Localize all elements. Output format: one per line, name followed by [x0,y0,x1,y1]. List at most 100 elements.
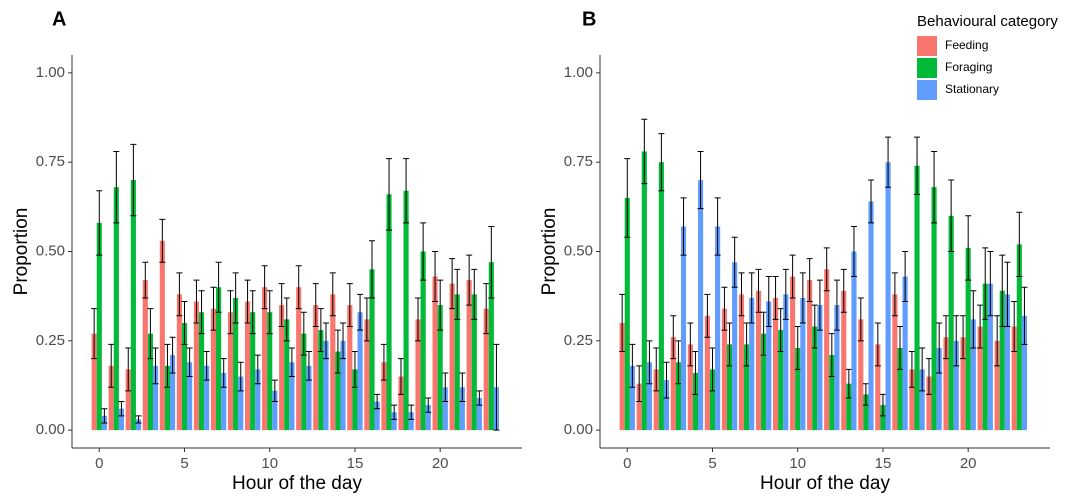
bar [193,301,199,431]
error-bar [1021,286,1028,345]
y-tick-label: 0.75 [564,153,593,170]
error-bar [164,343,171,388]
bar [245,301,251,431]
bar [875,344,881,431]
error-bar [227,290,234,335]
y-tick-label: 1.00 [564,64,593,81]
error-bar [806,258,813,303]
bar [476,397,482,431]
bar [670,337,676,431]
error-bar [108,343,115,388]
error-bar [181,301,188,345]
bar [381,362,387,431]
error-bar [799,272,806,324]
error-bar [244,279,251,324]
x-tick-label: 0 [623,455,631,472]
error-bar [300,311,307,356]
bar [164,365,171,431]
bar [335,351,341,431]
bar [1004,294,1010,431]
bar [863,394,869,431]
error-bar [760,311,767,356]
bar [352,369,358,431]
bar [824,269,830,431]
bar [386,194,392,431]
x-tick-label: 10 [789,455,806,472]
bar [680,226,687,431]
bar [744,344,750,431]
x-axis-label: Hour of the day [232,473,362,494]
bar [391,412,397,431]
bar [181,322,188,431]
bar [790,276,796,431]
error-bar [374,393,381,410]
error-bar [970,290,977,349]
error-bar [193,279,200,324]
error-bar [283,297,290,342]
bar [658,162,664,431]
bar [914,165,920,431]
bar [641,151,647,431]
error-bar [152,347,159,385]
error-bar [960,315,967,360]
bar [960,337,966,431]
bar [313,305,319,431]
error-bar [874,322,881,367]
legend-title: Behavioural category [917,13,1058,30]
error-bar [840,268,847,313]
error-bar [334,329,341,374]
y-tick-label: 0.00 [564,421,593,438]
y-tick-label: 0.75 [36,153,65,170]
error-bar [125,347,132,392]
bar [892,294,898,431]
error-bar [357,293,364,331]
error-bar [471,268,478,320]
error-bar [765,276,772,328]
bar [198,312,205,431]
error-bar [271,379,278,403]
legend-swatch [917,36,937,56]
error-bar [714,197,721,256]
error-bar [442,372,449,403]
error-bar [977,304,984,349]
bar [909,369,915,431]
x-tick-label: 20 [432,455,449,472]
error-bar [312,283,319,328]
error-bar [721,286,728,331]
bar [221,372,227,431]
bar [943,337,949,431]
error-bar [210,286,217,331]
bar [96,222,102,431]
error-bar [646,340,653,385]
bar [408,412,414,431]
bar [340,340,346,431]
bar [841,290,847,431]
error-bar [748,272,755,324]
bar [1011,326,1017,431]
bar [420,251,426,431]
error-bar [101,408,108,424]
bar [999,290,1005,431]
error-bar [329,272,336,317]
error-bar [828,333,835,378]
error-bar [408,404,415,420]
error-bar [386,158,393,231]
bar [778,330,784,431]
error-bar [147,308,154,360]
bar [118,408,124,431]
error-bar [420,222,427,281]
bar [692,372,699,431]
x-tick-label: 10 [261,455,278,472]
error-bar [653,347,660,392]
bar [766,301,772,431]
bar [795,347,801,431]
bar [369,269,375,431]
error-bar [982,247,989,320]
error-bar [437,279,444,331]
error-bar [118,401,125,417]
bar [318,330,324,431]
bar [466,280,472,431]
error-bar [295,265,302,310]
bar [272,390,278,431]
error-bar [369,240,375,299]
